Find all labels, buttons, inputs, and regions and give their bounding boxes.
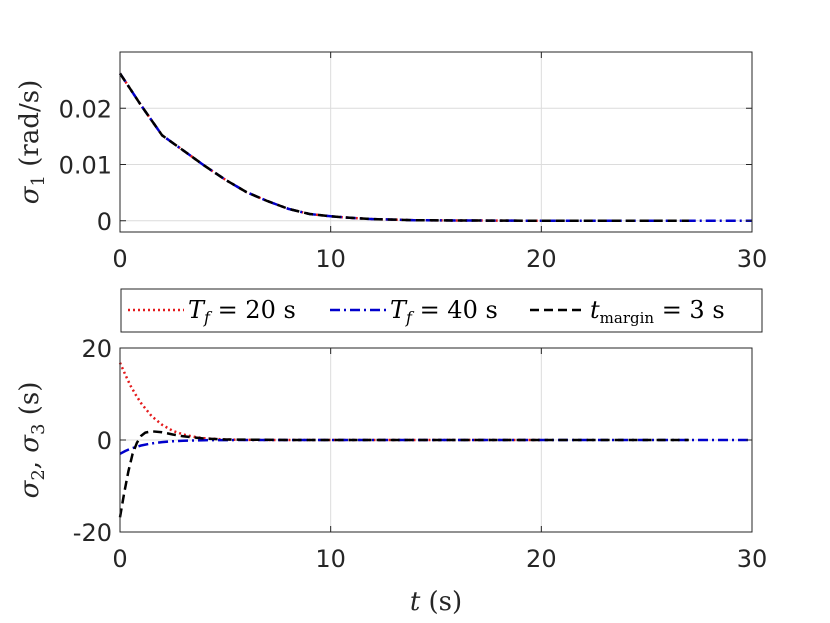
top-y-tick-label: 0 — [97, 208, 112, 236]
legend-entry-tf40: Tf = 40 s — [330, 296, 498, 327]
bottom-x-tick-label: 10 — [315, 545, 346, 573]
bottom-y-axis-label: σ2, σ3 (s) — [15, 382, 49, 499]
legend-entry-tmargin: tmargin = 3 s — [530, 296, 725, 327]
top-ticks: 0 10 20 30 0 0.01 0.02 — [59, 52, 768, 273]
top-x-tick-label: 10 — [315, 245, 346, 273]
legend-label-tf40: Tf = 40 s — [390, 296, 498, 327]
top-x-tick-label: 30 — [737, 245, 768, 273]
top-y-tick-label: 0.01 — [59, 152, 112, 180]
legend: Tf = 20 s Tf = 40 s tmargin = 3 s — [120, 288, 763, 333]
top-series-line-2 — [118, 72, 689, 223]
bottom-series-line-1 — [119, 438, 752, 455]
bottom-x-tick-label: 0 — [112, 545, 127, 573]
top-axes-box — [119, 51, 753, 233]
top-x-tick-label: 20 — [526, 245, 557, 273]
bottom-series-line-2 — [118, 430, 689, 518]
bottom-y-tick-label: -20 — [73, 519, 112, 547]
sigma1-plot: 0 10 20 30 0 0.01 0.02 σ1 (rad/s) — [15, 51, 768, 273]
top-ylabel-symbol: σ — [15, 185, 45, 204]
bottom-x-tick-label: 20 — [526, 545, 557, 573]
top-x-tick-label: 0 — [112, 245, 127, 273]
top-ylabel-subscript: 1 — [28, 175, 49, 186]
legend-entry-tf20: Tf = 20 s — [128, 296, 296, 327]
top-series-group — [118, 72, 752, 223]
top-ylabel-rest: (rad/s) — [15, 80, 45, 175]
bottom-x-axis-label: t (s) — [410, 587, 462, 617]
bottom-x-tick-label: 30 — [737, 545, 768, 573]
bottom-series-group — [118, 362, 752, 518]
legend-box — [120, 288, 763, 333]
top-series-line-1 — [118, 72, 752, 223]
legend-label-tf20: Tf = 20 s — [188, 296, 296, 327]
top-y-axis-label: σ1 (rad/s) — [15, 80, 49, 204]
top-grid — [119, 52, 753, 232]
legend-label-tmargin: tmargin = 3 s — [590, 296, 725, 327]
bottom-y-tick-label: 0 — [97, 427, 112, 455]
top-y-tick-label: 0.02 — [59, 95, 112, 123]
bottom-y-tick-label: 20 — [81, 335, 112, 363]
